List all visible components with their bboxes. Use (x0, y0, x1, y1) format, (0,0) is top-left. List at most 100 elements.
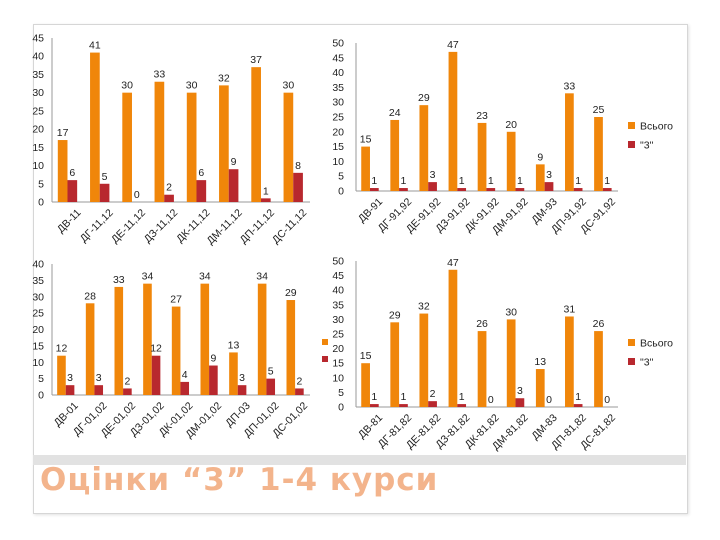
bar-grade3 (99, 183, 110, 202)
bar-grade3 (67, 180, 78, 202)
data-label-total: 32 (418, 301, 430, 313)
bar-grade3 (515, 188, 525, 191)
data-label-grade3: 6 (69, 167, 75, 179)
data-label-total: 12 (56, 343, 68, 355)
data-label-total: 30 (186, 80, 198, 92)
y-tick-label: 20 (332, 343, 344, 355)
data-label-grade3: 1 (459, 391, 465, 403)
data-label-total: 30 (505, 306, 517, 318)
data-label-grade3: 1 (604, 175, 610, 187)
bar-grade3 (123, 388, 132, 395)
bar-grade3 (544, 182, 554, 191)
y-tick-label: 20 (32, 124, 44, 136)
slide-title: Оцінки “3” 1-4 курси (40, 462, 439, 498)
category-label: ДС-11,12 (270, 207, 309, 246)
data-label-total: 24 (389, 107, 401, 119)
data-label-total: 26 (593, 318, 605, 330)
data-label-total: 15 (360, 350, 372, 362)
data-label-grade3: 9 (231, 156, 237, 168)
bar-total (390, 322, 400, 407)
data-label-total: 34 (142, 271, 154, 283)
bar-total (535, 369, 545, 407)
data-label-grade3: 1 (371, 175, 377, 187)
bar-total (85, 303, 95, 395)
y-tick-label: 40 (32, 259, 44, 271)
y-tick-label: 40 (332, 67, 344, 79)
bar-grade3 (228, 169, 239, 202)
legend-label-grade3: "3" (640, 140, 654, 152)
y-tick-label: 10 (32, 357, 44, 369)
bar-grade3 (65, 385, 75, 395)
bar-grade3 (573, 188, 583, 191)
bar-grade3 (295, 388, 304, 395)
y-tick-label: 45 (332, 52, 344, 64)
bar-total (419, 105, 429, 191)
data-label-total: 31 (564, 303, 576, 315)
bar-total (200, 283, 210, 395)
data-label-total: 47 (447, 257, 459, 269)
legend-label-total: Всього (640, 338, 673, 350)
data-label-grade3: 2 (124, 375, 130, 387)
bar-grade3 (266, 378, 276, 395)
title-band (33, 455, 686, 465)
data-label-total: 34 (256, 271, 268, 283)
bar-total (154, 81, 165, 202)
y-tick-label: 35 (332, 82, 344, 94)
data-label-total: 27 (170, 294, 182, 306)
bar-total (283, 92, 294, 202)
bar-grade3 (399, 404, 408, 407)
y-tick-label: 15 (32, 142, 44, 154)
y-tick-label: 15 (332, 358, 344, 370)
data-label-total: 41 (89, 40, 101, 52)
data-label-total: 13 (228, 339, 240, 351)
stray-legend-swatch-total (322, 339, 328, 345)
bar-total (390, 119, 400, 191)
data-label-grade3: 0 (604, 394, 610, 406)
y-tick-label: 35 (32, 275, 44, 287)
bar-total (171, 306, 181, 395)
data-label-grade3: 3 (239, 372, 245, 384)
legend-swatch-grade3 (628, 358, 635, 365)
data-label-grade3: 1 (459, 175, 465, 187)
data-label-grade3: 3 (546, 169, 552, 181)
data-label-total: 29 (285, 287, 297, 299)
bar-grade3 (369, 404, 379, 407)
bar-total (506, 319, 516, 407)
bar-grade3 (573, 404, 583, 407)
y-tick-label: 0 (38, 197, 44, 209)
y-tick-label: 5 (38, 373, 44, 385)
data-label-grade3: 1 (575, 391, 581, 403)
data-label-total: 25 (593, 104, 605, 116)
data-label-grade3: 4 (182, 369, 188, 381)
y-tick-label: 25 (32, 308, 44, 320)
y-tick-label: 40 (332, 285, 344, 297)
data-label-grade3: 2 (430, 388, 436, 400)
category-label: ДЕ-11,12 (109, 207, 148, 246)
y-tick-label: 25 (32, 105, 44, 117)
y-tick-label: 0 (338, 402, 344, 414)
y-tick-label: 35 (332, 299, 344, 311)
data-label-grade3: 1 (263, 185, 269, 197)
data-label-total: 30 (283, 80, 295, 92)
y-tick-label: 5 (338, 171, 344, 183)
data-label-total: 23 (476, 110, 488, 122)
bar-total (219, 85, 229, 202)
bar-grade3 (151, 355, 161, 395)
bar-total (477, 331, 487, 407)
data-label-total: 9 (537, 151, 543, 163)
bar-total (565, 316, 574, 407)
y-tick-label: 45 (332, 270, 344, 282)
bar-total (114, 286, 124, 395)
bar-grade3 (428, 182, 437, 191)
legend-swatch-total (628, 122, 635, 129)
data-label-grade3: 1 (575, 175, 581, 187)
data-label-grade3: 0 (488, 394, 494, 406)
data-label-grade3: 3 (517, 385, 523, 397)
y-tick-label: 20 (332, 126, 344, 138)
data-label-total: 15 (360, 134, 372, 146)
bar-total (565, 93, 574, 191)
y-tick-label: 0 (338, 186, 344, 198)
data-label-total: 13 (534, 356, 546, 368)
category-label: ДЗ-11,12 (142, 207, 181, 246)
data-label-total: 33 (154, 69, 166, 81)
